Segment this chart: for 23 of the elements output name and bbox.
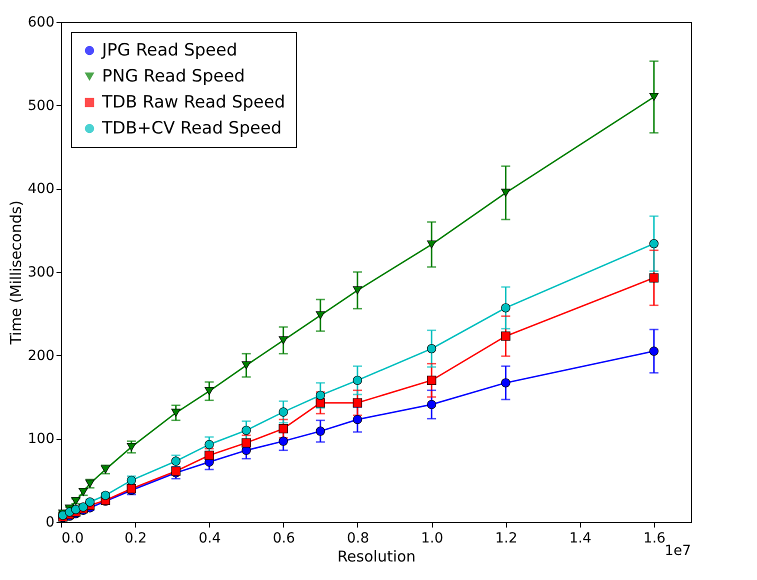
x-tick-label: 1.2 xyxy=(495,530,518,546)
x-tick-label: 0.8 xyxy=(346,530,370,546)
x-axis-title: Resolution xyxy=(337,548,416,566)
legend-label: TDB Raw Read Speed xyxy=(101,92,286,112)
x-tick-label: 0.2 xyxy=(124,530,147,546)
y-tick-label: 0 xyxy=(46,514,54,530)
text: 1e7 xyxy=(664,543,691,559)
x-tick-label: 1.4 xyxy=(569,530,592,546)
y-tick-label: 100 xyxy=(28,431,54,448)
x-tick-label: 0.6 xyxy=(272,530,296,546)
legend-label: PNG Read Speed xyxy=(102,66,245,86)
y-tick-label: 300 xyxy=(28,264,54,280)
y-tick-label: 400 xyxy=(28,181,54,198)
x-tick-label: 1.0 xyxy=(420,530,444,546)
y-tick-label: 500 xyxy=(28,98,54,114)
x-tick-label: 0.4 xyxy=(198,530,221,546)
legend-label: TDB+CV Read Speed xyxy=(101,118,282,138)
y-tick-label: 600 xyxy=(28,14,54,30)
y-axis-title: Time (Milliseconds) xyxy=(6,200,25,346)
y-tick-label: 200 xyxy=(28,348,54,364)
x-tick-label: 0.0 xyxy=(62,530,84,546)
legend-label: JPG Read Speed xyxy=(101,40,238,60)
x-tick-label: 1.6 xyxy=(643,530,666,546)
